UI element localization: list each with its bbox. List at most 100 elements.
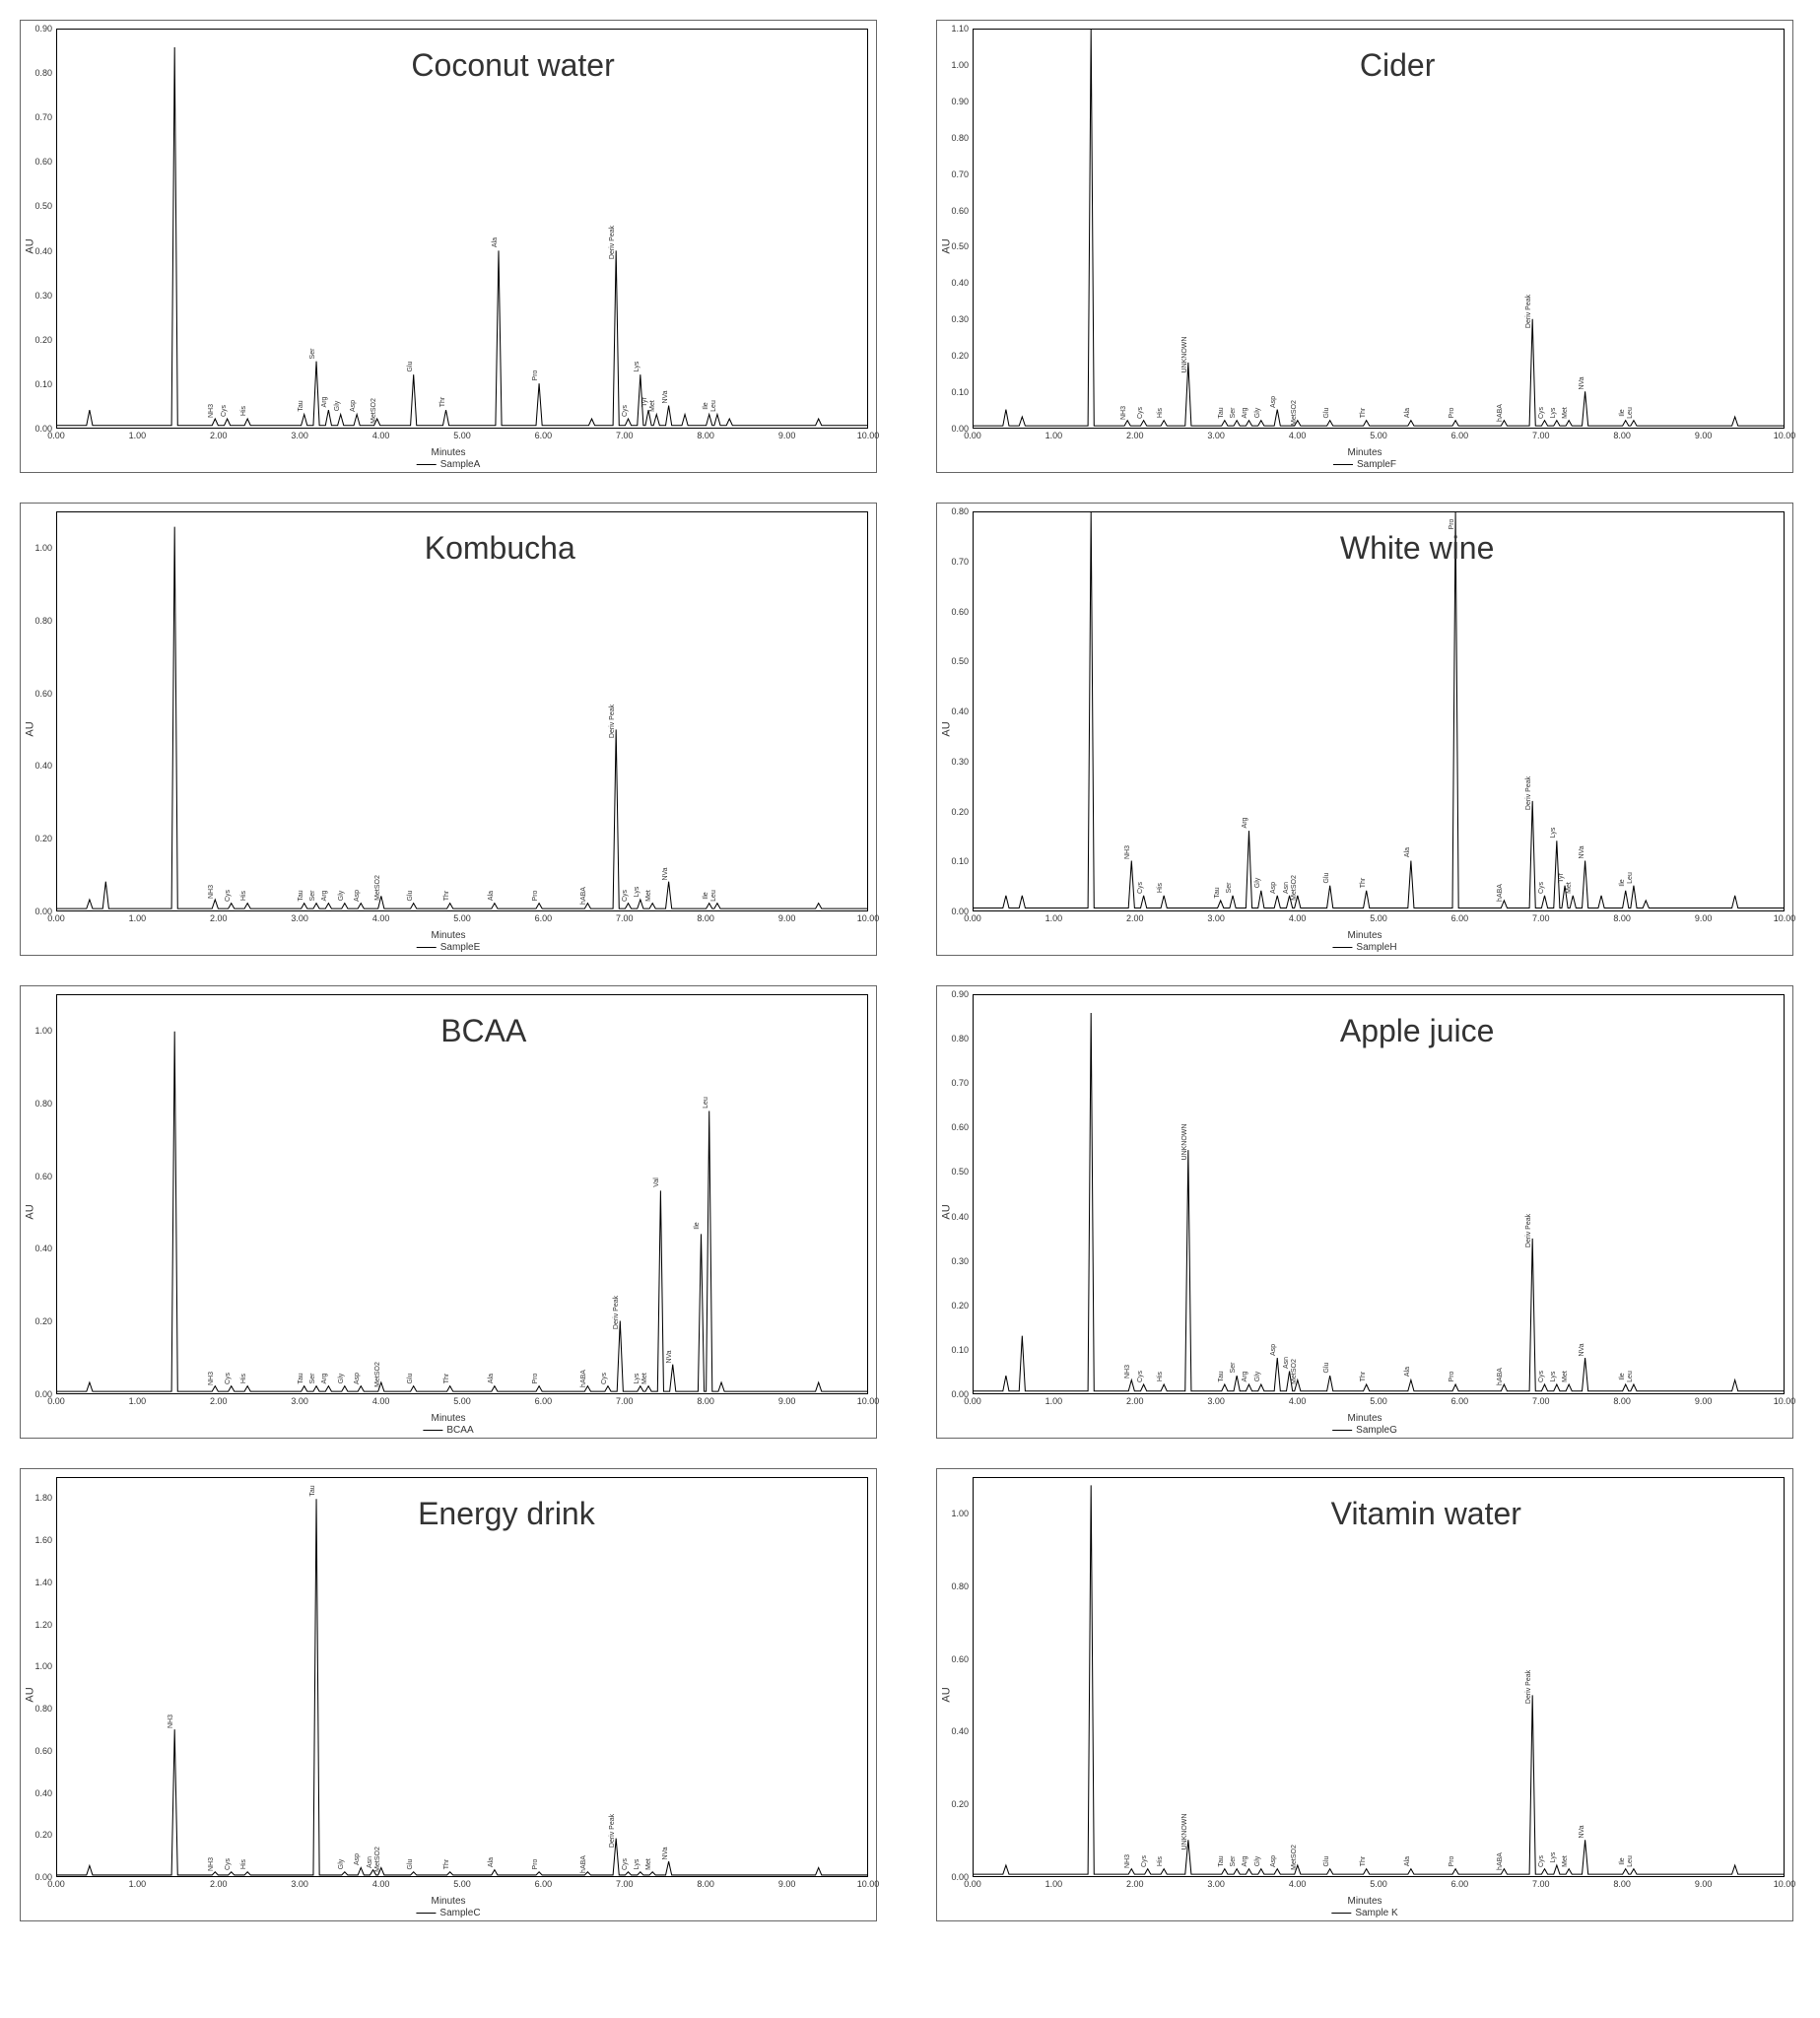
plot-area: KombuchaNH3CysHisTauSerArgGlyAspMetSO2Gl… [56, 511, 868, 911]
x-tick: 0.00 [47, 1396, 65, 1406]
x-tick: 6.00 [535, 1396, 553, 1406]
x-tick: 0.00 [47, 1879, 65, 1889]
chromatogram-panel: AU0.000.100.200.300.400.500.600.700.800.… [936, 985, 1793, 1439]
legend-line [1332, 1430, 1352, 1431]
peak-label: Lys [1550, 1852, 1557, 1863]
legend: Sample K [1331, 1908, 1397, 1918]
peak-label: Arg [321, 397, 328, 408]
peak-label: Thr [439, 397, 446, 408]
peak-label: Lys [634, 362, 640, 372]
peak-label: Tau [298, 401, 304, 412]
peak-label: MetSO2 [371, 398, 377, 424]
peak-label: Ala [488, 1856, 495, 1866]
peak-label: Ser [1230, 1855, 1237, 1866]
peak-label: Pro [1449, 519, 1455, 530]
peak-label: Ser [1226, 882, 1233, 893]
x-tick: 3.00 [1207, 913, 1225, 923]
peak-label: Deriv Peak [1525, 1214, 1532, 1247]
x-axis-label: Minutes [1347, 1896, 1382, 1907]
peak-label: Cys [1538, 882, 1545, 894]
x-ticks: 0.001.002.003.004.005.006.007.008.009.00… [973, 1396, 1785, 1408]
peak-label: NVa [662, 1847, 669, 1859]
trace-svg [57, 512, 867, 910]
peak-label: His [1157, 883, 1164, 893]
x-tick: 2.00 [210, 431, 228, 440]
x-tick: 9.00 [1695, 913, 1713, 923]
peak-label: Tau [309, 1486, 316, 1497]
peak-label: Cys [622, 405, 629, 417]
legend: SampleC [416, 1908, 480, 1918]
peak-label: Deriv Peak [1525, 1670, 1532, 1704]
trace-svg [974, 30, 1784, 428]
legend-line [423, 1430, 442, 1431]
peak-label: Lys [634, 1373, 640, 1383]
x-tick: 8.00 [1613, 1396, 1631, 1406]
y-tick: 0.40 [31, 246, 52, 256]
peak-label: MetSO2 [374, 1362, 381, 1387]
peak-label: Lys [634, 1858, 640, 1869]
chromatogram-trace [974, 1013, 1784, 1391]
x-tick: 7.00 [616, 431, 634, 440]
peak-label: Tyr [641, 397, 648, 407]
x-ticks: 0.001.002.003.004.005.006.007.008.009.00… [973, 431, 1785, 442]
x-tick: 1.00 [1045, 431, 1063, 440]
x-tick: 9.00 [778, 913, 796, 923]
peak-label: Ser [309, 348, 316, 359]
x-tick: 7.00 [616, 913, 634, 923]
y-tick: 0.60 [31, 1746, 52, 1756]
peak-label: Cys [225, 890, 232, 902]
legend: SampleG [1332, 1425, 1397, 1436]
peak-label: NH3 [208, 1857, 215, 1871]
peak-label: Asp [1270, 882, 1277, 894]
y-tick: 1.80 [31, 1493, 52, 1503]
peak-label: Lys [1550, 828, 1557, 839]
peak-label: Arg [1242, 1855, 1248, 1866]
chromatogram-panel: AU0.000.200.400.600.801.001.201.401.601.… [20, 1468, 877, 1921]
x-tick: 7.00 [1532, 913, 1550, 923]
x-axis-label: Minutes [431, 930, 465, 941]
y-tick: 0.30 [947, 757, 969, 767]
x-tick: 6.00 [1451, 913, 1469, 923]
y-tick: 1.00 [947, 1509, 969, 1518]
chromatogram-trace [57, 527, 867, 908]
x-tick: 7.00 [616, 1396, 634, 1406]
panel-title: Apple juice [1340, 1013, 1495, 1049]
peak-label: Leu [710, 401, 717, 413]
x-tick: 5.00 [453, 431, 471, 440]
y-tick: 0.60 [31, 1172, 52, 1181]
peak-label: NH3 [208, 885, 215, 899]
peak-label: His [240, 406, 247, 416]
x-axis-label: Minutes [431, 1413, 465, 1424]
x-tick: 8.00 [697, 1879, 714, 1889]
peak-label: hABA [1497, 1368, 1504, 1385]
x-tick: 1.00 [129, 431, 147, 440]
x-tick: 8.00 [697, 1396, 714, 1406]
peak-label: hABA [1497, 1852, 1504, 1870]
peak-label: Ile [1619, 1373, 1626, 1379]
peak-label: Thr [1360, 1372, 1367, 1382]
x-tick: 10.00 [857, 1879, 880, 1889]
x-tick: 7.00 [1532, 1396, 1550, 1406]
peak-label: Cys [225, 1373, 232, 1384]
y-tick: 0.60 [947, 206, 969, 216]
peak-label: MetSO2 [1291, 1845, 1298, 1870]
x-tick: 2.00 [1126, 1879, 1144, 1889]
legend-label: Sample K [1355, 1908, 1397, 1918]
peak-label: Arg [321, 1373, 328, 1383]
peak-label: Asp [354, 890, 361, 902]
peak-label: Ser [1230, 1363, 1237, 1374]
y-ticks: 0.000.100.200.300.400.500.600.700.800.90… [947, 29, 971, 429]
y-tick: 0.20 [947, 1799, 969, 1809]
x-tick: 10.00 [857, 1396, 880, 1406]
peak-label: Glu [1323, 1363, 1330, 1374]
peak-label: Pro [1449, 407, 1455, 418]
legend-label: SampleC [439, 1908, 480, 1918]
peak-label: Cys [221, 405, 228, 417]
y-tick: 0.50 [947, 656, 969, 666]
peak-label: Leu [703, 1098, 709, 1110]
x-tick: 4.00 [372, 431, 390, 440]
peak-label: Ile [1619, 1857, 1626, 1864]
peak-label: Asn [367, 1856, 373, 1868]
peak-label: Lys [634, 887, 640, 898]
x-tick: 5.00 [453, 913, 471, 923]
